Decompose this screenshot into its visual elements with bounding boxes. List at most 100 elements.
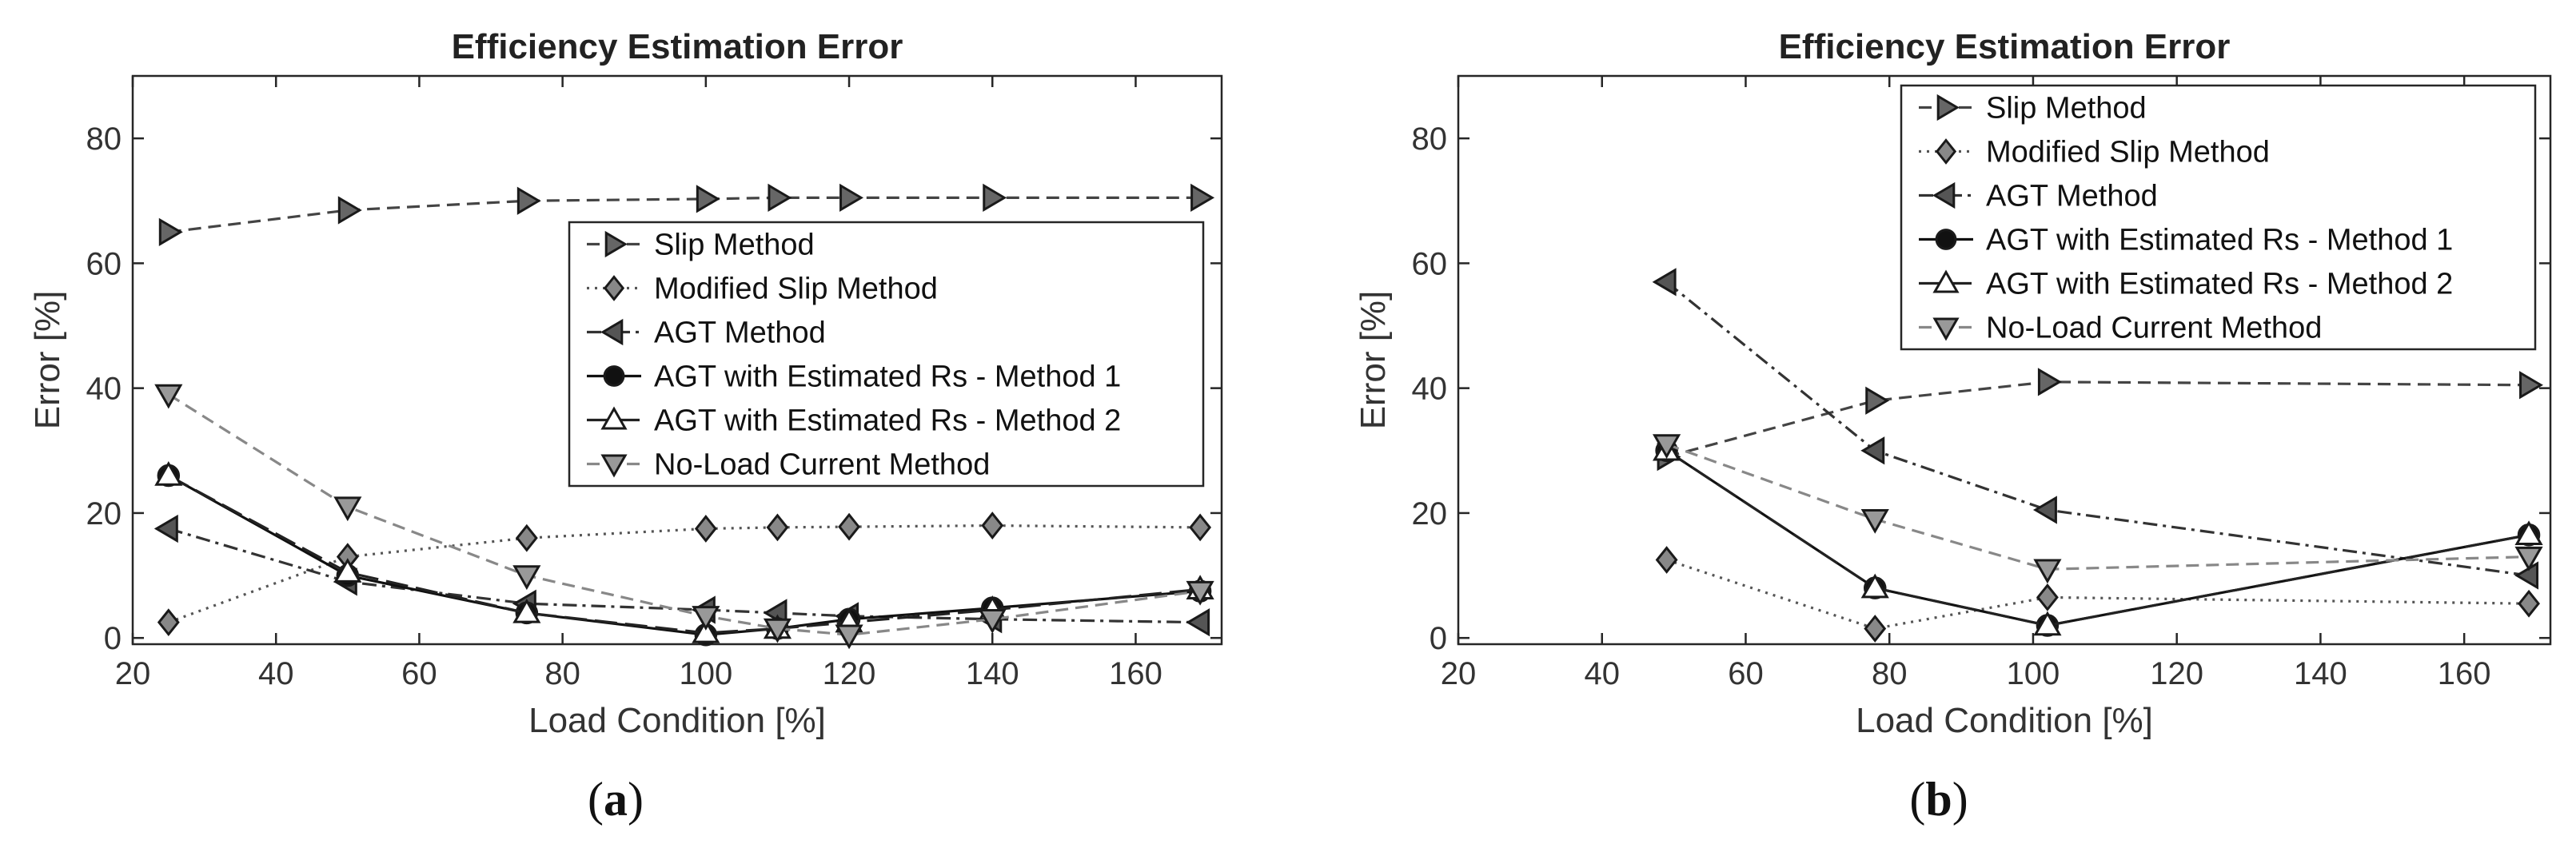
chart-a-series-4 xyxy=(154,461,1214,643)
chart-a-ytick-label: 0 xyxy=(104,621,122,656)
chart-a-series-line xyxy=(167,393,1201,636)
caption-a-letter: a xyxy=(604,773,628,826)
chart-a-xtick-label: 80 xyxy=(544,656,580,691)
chart-b-legend-label: Modified Slip Method xyxy=(1986,136,2270,169)
chart-a-xlabel: Load Condition [%] xyxy=(528,701,826,740)
chart-a-xtick-label: 120 xyxy=(823,656,876,691)
chart-b-series-line xyxy=(1666,380,2530,459)
chart-b-legend-label: AGT Method xyxy=(1986,180,2158,213)
chart-a-data-point xyxy=(1186,580,1214,606)
chart-b-series-4 xyxy=(1653,436,2543,636)
chart-a-data-point xyxy=(1186,608,1210,637)
chart-b-xtick-label: 60 xyxy=(1728,656,1764,691)
chart-a-data-point xyxy=(696,185,720,213)
chart-b-ytick-label: 80 xyxy=(1412,121,1448,157)
chart-a-data-point xyxy=(835,624,863,650)
chart-a-series-2 xyxy=(154,514,1210,637)
chart-a-data-point xyxy=(157,608,180,637)
chart-a-legend-label: Modified Slip Method xyxy=(654,273,938,306)
chart-a-data-point xyxy=(839,183,864,212)
chart-b-xtick-label: 140 xyxy=(2294,656,2347,691)
chart-b-data-point xyxy=(2033,559,2062,584)
chart-a-data-point xyxy=(154,384,183,409)
chart-a-data-point xyxy=(158,217,183,246)
chart-a-legend-marker xyxy=(600,454,628,478)
chart-b-series-line xyxy=(1666,443,2530,571)
chart-b-data-point xyxy=(2514,561,2539,590)
chart-b-data-point xyxy=(1655,546,1678,574)
chart-a-data-point xyxy=(512,598,541,623)
chart-a-ylabel: Error [%] xyxy=(28,291,67,430)
chart-b-data-point xyxy=(1652,268,1677,297)
chart-b-data-point xyxy=(2036,583,2059,611)
chart-a-data-point xyxy=(978,608,1007,634)
chart-a-data-point xyxy=(512,565,541,591)
chart-a-data-point xyxy=(838,512,860,541)
chart-a-legend-label: AGT with Estimated Rs - Method 1 xyxy=(654,360,1121,394)
chart-a-data-point xyxy=(1190,183,1215,212)
chart-a-legend-label: No-Load Current Method xyxy=(654,448,990,482)
chart-b-data-point xyxy=(2514,520,2543,546)
chart-b-plot-frame xyxy=(1457,74,2552,646)
chart-a-ytick-label: 60 xyxy=(86,246,122,281)
chart-b-xtick-label: 100 xyxy=(2007,656,2060,691)
chart-b-data-point xyxy=(2519,371,2543,400)
chart-b-ytick-label: 20 xyxy=(1412,496,1448,532)
chart-a-legend-marker xyxy=(604,230,628,258)
chart-a-series-5 xyxy=(154,384,1214,650)
chart-a-data-point xyxy=(766,513,789,542)
chart-a-xtick-label: 160 xyxy=(1109,656,1162,691)
chart-a-series-0 xyxy=(158,183,1215,246)
chart-b-data-point xyxy=(2518,589,2540,618)
chart-b-xtick-label: 80 xyxy=(1872,656,1908,691)
chart-a-data-point xyxy=(692,606,720,631)
chart-b-title: Efficiency Estimation Error xyxy=(1779,27,2231,66)
chart-a-legend-marker xyxy=(603,365,625,387)
chart-b-xtick-label: 20 xyxy=(1441,656,1477,691)
chart-a-data-point xyxy=(981,512,1004,539)
chart-a-legend-marker xyxy=(600,406,628,430)
chart-a-ytick-label: 40 xyxy=(86,372,122,407)
chart-a-xtick-label: 60 xyxy=(401,656,437,691)
chart-a-legend-box xyxy=(568,221,1205,488)
chart-b-ytick-label: 0 xyxy=(1430,621,1447,656)
chart-a-data-point xyxy=(1189,513,1212,542)
chart-b-ylabel: Error [%] xyxy=(1354,291,1393,430)
chart-b-xtick-label: 120 xyxy=(2150,656,2203,691)
chart-b-legend-marker xyxy=(1935,229,1957,250)
chart-b-series-2 xyxy=(1652,268,2539,590)
chart-a-series-line xyxy=(168,524,1201,624)
chart-a-legend: Slip Method Modified Slip Method AGT Metho… xyxy=(568,221,1205,488)
chart-a-xtick-label: 20 xyxy=(115,656,151,691)
chart-b-legend-marker xyxy=(1932,269,1960,293)
chart-b-series-5 xyxy=(1653,434,2543,584)
chart-a-xtick-label: 140 xyxy=(966,656,1019,691)
chart-a-legend-label: Slip Method xyxy=(654,229,815,262)
chart-b-legend-box xyxy=(1900,84,2537,351)
chart-b-legend-marker xyxy=(1932,317,1960,341)
caption-b: (b) xyxy=(1909,773,1968,826)
chart-b-legend-label: AGT with Estimated Rs - Method 2 xyxy=(1986,268,2453,301)
chart-b-data-point xyxy=(2032,496,2057,524)
chart-b-data-point xyxy=(1864,615,1887,643)
chart-b-data-point xyxy=(1860,573,1889,599)
chart-a-data-point xyxy=(333,558,362,583)
chart-b-series-1 xyxy=(1655,546,2540,643)
chart-b-data-point xyxy=(2037,368,2062,396)
chart-a-xtick-label: 100 xyxy=(679,656,732,691)
chart-a-data-point xyxy=(154,514,178,543)
chart-b-data-point xyxy=(1865,386,1890,415)
chart-a-series-1 xyxy=(157,512,1212,637)
chart-a-ytick-label: 80 xyxy=(86,121,122,157)
chart-b-series-line xyxy=(1666,559,2530,631)
chart-b-ytick-label: 60 xyxy=(1412,246,1448,281)
chart-a-legend-label: AGT Method xyxy=(654,317,826,350)
chart-b: Efficiency Estimation Error 20 40 60 80 100 12… xyxy=(1354,27,2552,740)
chart-a-data-point xyxy=(337,196,362,225)
chart-b-series-0 xyxy=(1657,368,2543,472)
chart-b-legend-label: No-Load Current Method xyxy=(1986,312,2322,345)
chart-b-legend-label: AGT with Estimated Rs - Method 1 xyxy=(1986,224,2453,257)
chart-a-series-line xyxy=(168,474,1201,636)
chart-b-legend: Slip Method Modified Slip Method AGT Metho… xyxy=(1900,84,2537,351)
chart-b-legend-marker xyxy=(1935,138,1957,165)
